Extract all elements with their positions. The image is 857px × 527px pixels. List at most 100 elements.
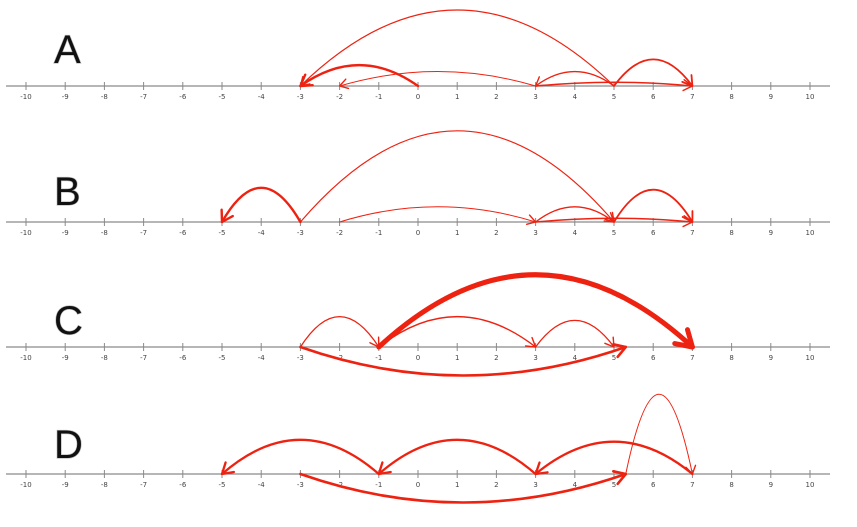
axis-tick-label: 3 bbox=[533, 354, 537, 362]
axis-tick-label: -10 bbox=[20, 354, 31, 362]
jump-arc bbox=[377, 438, 537, 476]
jump-arc bbox=[299, 472, 628, 504]
axis-tick-label: 7 bbox=[690, 481, 694, 489]
axis-tick-label: 9 bbox=[769, 481, 773, 489]
axis-tick-label: -9 bbox=[62, 229, 69, 237]
panel-d-label: D bbox=[54, 423, 83, 467]
axis-tick-label: 10 bbox=[806, 481, 815, 489]
jump-arc bbox=[339, 206, 537, 223]
axis-tick-label: -4 bbox=[258, 93, 266, 101]
jump-arrowhead bbox=[377, 461, 392, 476]
axis-tick-label: -8 bbox=[101, 229, 108, 237]
jump-arc bbox=[299, 9, 615, 87]
axis-tick-label: -3 bbox=[297, 354, 304, 362]
axis-tick-label: -4 bbox=[258, 481, 266, 489]
axis-tick-label: 7 bbox=[690, 354, 694, 362]
axis-tick-label: 6 bbox=[651, 354, 656, 362]
axis-tick-label: -9 bbox=[62, 354, 69, 362]
axis-tick-label: 2 bbox=[494, 354, 498, 362]
axis-tick-label: -8 bbox=[101, 354, 108, 362]
axis-tick-label: 4 bbox=[573, 354, 578, 362]
jump-arrowhead bbox=[604, 336, 615, 348]
axis-tick-label: 4 bbox=[573, 229, 578, 237]
axis-tick-label: -1 bbox=[375, 481, 382, 489]
panel-d: D -10 -9 -8 -7 -6 -5 -4 -3 -2 -1 0 1 2 3 4 5 6 7 8 9 10 bbox=[6, 393, 830, 504]
axis-tick-label: 8 bbox=[729, 481, 733, 489]
jump-arc bbox=[613, 58, 694, 87]
axis-tick-label: 5 bbox=[612, 481, 616, 489]
jump-arc bbox=[625, 393, 693, 475]
jump-arc bbox=[299, 315, 380, 348]
jump-arc bbox=[534, 206, 615, 223]
jump-arc bbox=[534, 319, 615, 348]
axis-tick-label: 10 bbox=[806, 354, 815, 362]
panel-c: C -10 -9 -8 -7 -6 -5 -4 -3 -2 -1 0 1 2 3 4 5 6 7 8 9 10 bbox=[6, 272, 830, 377]
axis-tick-label: 1 bbox=[455, 229, 459, 237]
axis-tick-label: 2 bbox=[494, 93, 498, 101]
axis-tick-label: -6 bbox=[179, 354, 187, 362]
axis-tick-label: -10 bbox=[20, 481, 31, 489]
axis-tick-label: 8 bbox=[729, 229, 733, 237]
axis-tick-label: 6 bbox=[651, 93, 656, 101]
axis-tick-label: -9 bbox=[62, 481, 69, 489]
axis-tick-label: 3 bbox=[533, 229, 537, 237]
axis-tick-label: -3 bbox=[297, 229, 304, 237]
jump-arrowhead bbox=[299, 73, 314, 88]
panel-c-label: C bbox=[54, 299, 83, 343]
axis-tick-label: -1 bbox=[375, 354, 382, 362]
axis-tick-label: 1 bbox=[455, 354, 459, 362]
axis-tick-label: -7 bbox=[140, 354, 147, 362]
axis-tick-label: 8 bbox=[729, 354, 733, 362]
axis-tick-label: -7 bbox=[140, 481, 147, 489]
jump-arc bbox=[378, 315, 537, 348]
jump-arc bbox=[299, 345, 628, 377]
axis-tick-label: -6 bbox=[179, 481, 187, 489]
axis-tick-label: 7 bbox=[690, 229, 694, 237]
jump-arrowhead bbox=[612, 470, 628, 486]
axis-tick-label: 4 bbox=[573, 481, 578, 489]
jump-arc bbox=[613, 188, 694, 223]
axis-tick-label: -6 bbox=[179, 229, 187, 237]
panel-a-label: A bbox=[54, 28, 81, 72]
axis-tick-label: 6 bbox=[651, 229, 656, 237]
axis-tick-label: -1 bbox=[375, 229, 382, 237]
axis-tick-label: 0 bbox=[416, 481, 420, 489]
axis-tick-label: -8 bbox=[101, 481, 108, 489]
axis-tick-label: -10 bbox=[20, 229, 31, 237]
axis-tick-label: -5 bbox=[219, 481, 226, 489]
jump-arc bbox=[339, 71, 537, 87]
axis-tick-label: -5 bbox=[219, 229, 226, 237]
jump-arrowhead bbox=[685, 464, 697, 475]
axis-tick-label: 1 bbox=[455, 93, 459, 101]
axis-tick-label: 10 bbox=[806, 93, 815, 101]
jump-arrowhead bbox=[672, 327, 695, 350]
jump-arc bbox=[534, 70, 615, 87]
axis-tick-label: 1 bbox=[455, 481, 459, 489]
axis-tick-label: -2 bbox=[336, 93, 343, 101]
axis-tick-label: 9 bbox=[769, 229, 773, 237]
axis-tick-label: -7 bbox=[140, 229, 147, 237]
axis-tick-label: 5 bbox=[612, 354, 616, 362]
axis-tick-label: -2 bbox=[336, 229, 343, 237]
jump-arc bbox=[534, 81, 694, 87]
axis-tick-label: 8 bbox=[729, 93, 733, 101]
jump-arrowhead bbox=[338, 78, 350, 90]
jump-arc bbox=[534, 217, 694, 223]
axis-tick-label: -7 bbox=[140, 93, 147, 101]
jump-arc bbox=[534, 440, 694, 476]
panel-a: A -10 -9 -8 -7 -6 -5 -4 -3 -2 -1 0 1 2 3 4 5 6 7 8 9 10 bbox=[6, 9, 830, 101]
axis-tick-label: 10 bbox=[806, 229, 815, 237]
axis-tick-label: -6 bbox=[179, 93, 187, 101]
axis-tick-label: 5 bbox=[612, 229, 616, 237]
jump-arc bbox=[376, 272, 695, 350]
axis-tick-label: 2 bbox=[494, 481, 498, 489]
axis-tick-label: -5 bbox=[219, 354, 226, 362]
axis-tick-label: 2 bbox=[494, 229, 498, 237]
jump-arc bbox=[299, 63, 420, 88]
axis-tick-label: -4 bbox=[258, 229, 266, 237]
jump-arc bbox=[220, 186, 302, 224]
axis-tick-label: 7 bbox=[690, 93, 694, 101]
axis-tick-label: 0 bbox=[416, 354, 420, 362]
jump-arrowhead bbox=[612, 343, 628, 359]
jump-arrowhead bbox=[220, 461, 236, 476]
